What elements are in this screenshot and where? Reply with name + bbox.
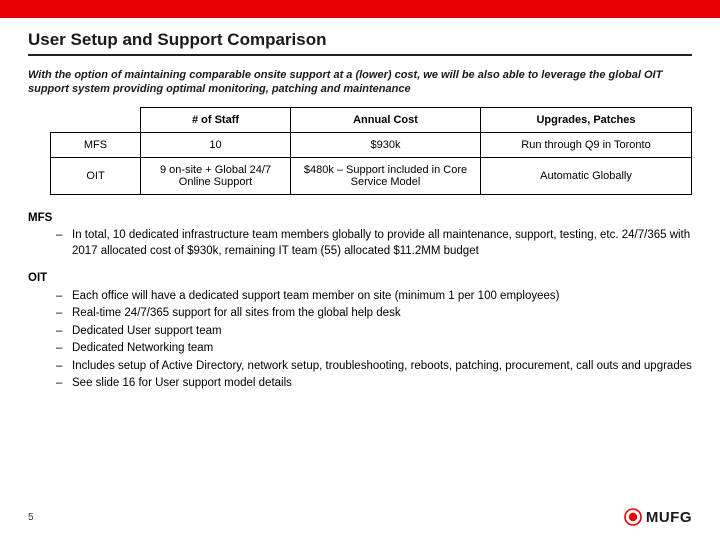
page-subtitle: With the option of maintaining comparabl… (0, 62, 720, 107)
cell-oit-staff: 9 on-site + Global 24/7 Online Support (141, 157, 291, 194)
list-item: Includes setup of Active Directory, netw… (56, 359, 692, 375)
section-label-oit: OIT (28, 271, 692, 287)
table-row: MFS 10 $930k Run through Q9 in Toronto (51, 132, 692, 157)
list-item: Each office will have a dedicated suppor… (56, 289, 692, 305)
table-col-upgrades: Upgrades, Patches (481, 107, 692, 132)
slide-footer: 5 MUFG (28, 508, 692, 526)
detail-sections: MFS In total, 10 dedicated infrastructur… (0, 195, 720, 392)
page-number: 5 (28, 512, 34, 523)
row-label-mfs: MFS (51, 132, 141, 157)
cell-mfs-staff: 10 (141, 132, 291, 157)
table-col-staff: # of Staff (141, 107, 291, 132)
list-item: See slide 16 for User support model deta… (56, 376, 692, 392)
list-item: Dedicated Networking team (56, 341, 692, 357)
row-label-oit: OIT (51, 157, 141, 194)
page-title: User Setup and Support Comparison (28, 30, 692, 56)
mufg-logo-text: MUFG (646, 509, 692, 526)
comparison-table: # of Staff Annual Cost Upgrades, Patches… (50, 107, 692, 195)
list-item: Dedicated User support team (56, 324, 692, 340)
mufg-logo-icon (624, 508, 642, 526)
cell-oit-cost: $480k – Support included in Core Service… (291, 157, 481, 194)
table-row: OIT 9 on-site + Global 24/7 Online Suppo… (51, 157, 692, 194)
table-corner-empty (51, 107, 141, 132)
section-label-mfs: MFS (28, 211, 692, 227)
oit-bullets: Each office will have a dedicated suppor… (28, 289, 692, 392)
list-item: In total, 10 dedicated infrastructure te… (56, 228, 692, 259)
cell-oit-upgrades: Automatic Globally (481, 157, 692, 194)
table-col-cost: Annual Cost (291, 107, 481, 132)
brand-top-bar (0, 0, 720, 18)
cell-mfs-cost: $930k (291, 132, 481, 157)
mufg-logo: MUFG (624, 508, 692, 526)
cell-mfs-upgrades: Run through Q9 in Toronto (481, 132, 692, 157)
list-item: Real-time 24/7/365 support for all sites… (56, 306, 692, 322)
mfs-bullets: In total, 10 dedicated infrastructure te… (28, 228, 692, 259)
